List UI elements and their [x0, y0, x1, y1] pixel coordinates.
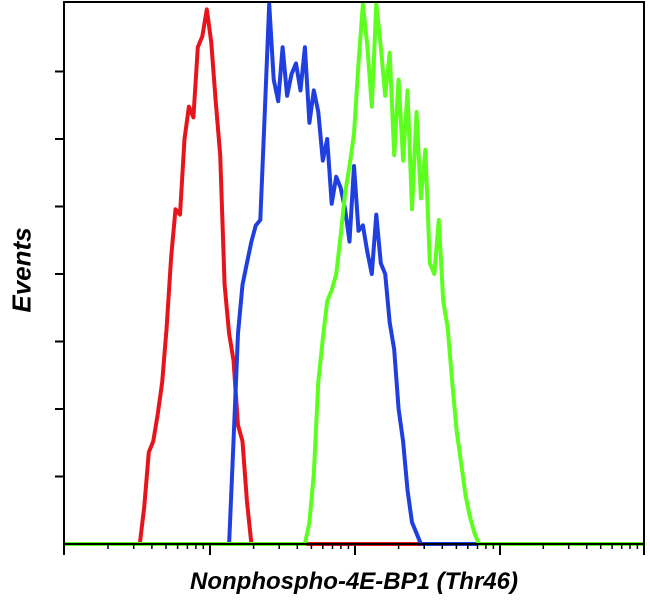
ticks-layer — [55, 70, 645, 555]
series-line-2 — [64, 2, 644, 546]
x-axis-label: Nonphospho-4E-BP1 (Thr46) — [190, 568, 518, 595]
series-line-3 — [64, 2, 644, 546]
y-axis-label: Events — [6, 227, 37, 313]
series-line-1 — [64, 7, 644, 546]
series-layer — [64, 2, 644, 546]
plot-frame — [63, 1, 645, 545]
